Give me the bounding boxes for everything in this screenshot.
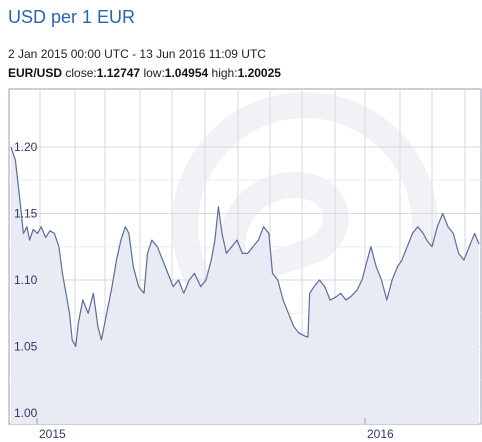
close-label: close: xyxy=(65,66,97,80)
y-tick-label: 1.10 xyxy=(14,273,38,287)
price-stats: EUR/USD close:1.12747 low:1.04954 high:1… xyxy=(8,66,281,80)
chart-title: USD per 1 EUR xyxy=(8,7,136,27)
x-tick-label: 2016 xyxy=(367,427,394,441)
high-label: high: xyxy=(211,66,238,80)
series-line xyxy=(10,146,480,348)
y-tick-label: 1.05 xyxy=(14,340,38,354)
y-tick-label: 1.00 xyxy=(14,406,38,420)
close-value: 1.12747 xyxy=(96,66,141,80)
x-tick-label: 2015 xyxy=(39,427,66,441)
low-value: 1.04954 xyxy=(164,66,209,80)
series-area xyxy=(11,147,479,424)
y-tick-label: 1.20 xyxy=(14,140,38,154)
date-range: 2 Jan 2015 00:00 UTC - 13 Jun 2016 11:09… xyxy=(8,47,266,61)
currency-pair: EUR/USD xyxy=(8,66,63,80)
high-value: 1.20025 xyxy=(237,66,281,80)
y-tick-label: 1.15 xyxy=(14,207,38,221)
low-label: low: xyxy=(143,66,165,80)
